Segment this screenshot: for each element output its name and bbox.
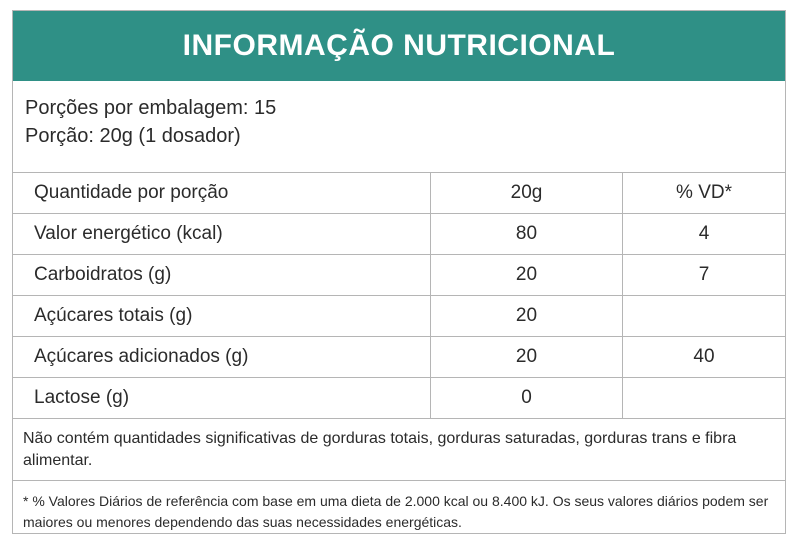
table-row: Lactose (g) 0 — [13, 378, 785, 419]
table-header-row: Quantidade por porção 20g % VD* — [13, 173, 785, 214]
row-label: Lactose (g) — [13, 378, 431, 418]
table-row: Açúcares totais (g) 20 — [13, 296, 785, 337]
serving-size: Porção: 20g (1 dosador) — [25, 125, 241, 147]
row-label: Carboidratos (g) — [13, 255, 431, 295]
portions-section: Porções por embalagem: 15 Porção: 20g (1… — [13, 81, 785, 173]
nutrition-table: Quantidade por porção 20g % VD* Valor en… — [13, 173, 785, 419]
nutrition-header: INFORMAÇÃO NUTRICIONAL — [13, 11, 785, 81]
portions-per-package: Porções por embalagem: 15 — [25, 97, 277, 119]
column-header-amount: 20g — [431, 173, 623, 213]
row-vd: 7 — [698, 264, 710, 285]
table-row: Valor energético (kcal) 80 4 — [13, 214, 785, 255]
row-vd: 4 — [698, 223, 710, 244]
row-amount: 20 — [431, 255, 623, 295]
nutrition-note: Não contém quantidades significativas de… — [13, 419, 785, 481]
column-header-vd: % VD* — [676, 182, 732, 203]
row-label: Valor energético (kcal) — [13, 214, 431, 254]
row-vd — [623, 378, 785, 418]
nutrition-facts-panel: INFORMAÇÃO NUTRICIONAL Porções por embal… — [12, 10, 786, 534]
column-header-quantity: Quantidade por porção — [13, 173, 431, 213]
table-row: Carboidratos (g) 20 7 — [13, 255, 785, 296]
row-label: Açúcares totais (g) — [13, 296, 431, 336]
row-amount: 20 — [431, 296, 623, 336]
row-vd: 40 — [693, 346, 715, 367]
row-label: Açúcares adicionados (g) — [13, 337, 431, 377]
nutrition-title: INFORMAÇÃO NUTRICIONAL — [182, 29, 616, 62]
row-amount: 0 — [431, 378, 623, 418]
table-row: Açúcares adicionados (g) 20 40 — [13, 337, 785, 378]
row-amount: 20 — [431, 337, 623, 377]
row-amount: 80 — [431, 214, 623, 254]
daily-values-footnote: * % Valores Diários de referência com ba… — [23, 493, 769, 530]
row-vd — [623, 296, 785, 336]
